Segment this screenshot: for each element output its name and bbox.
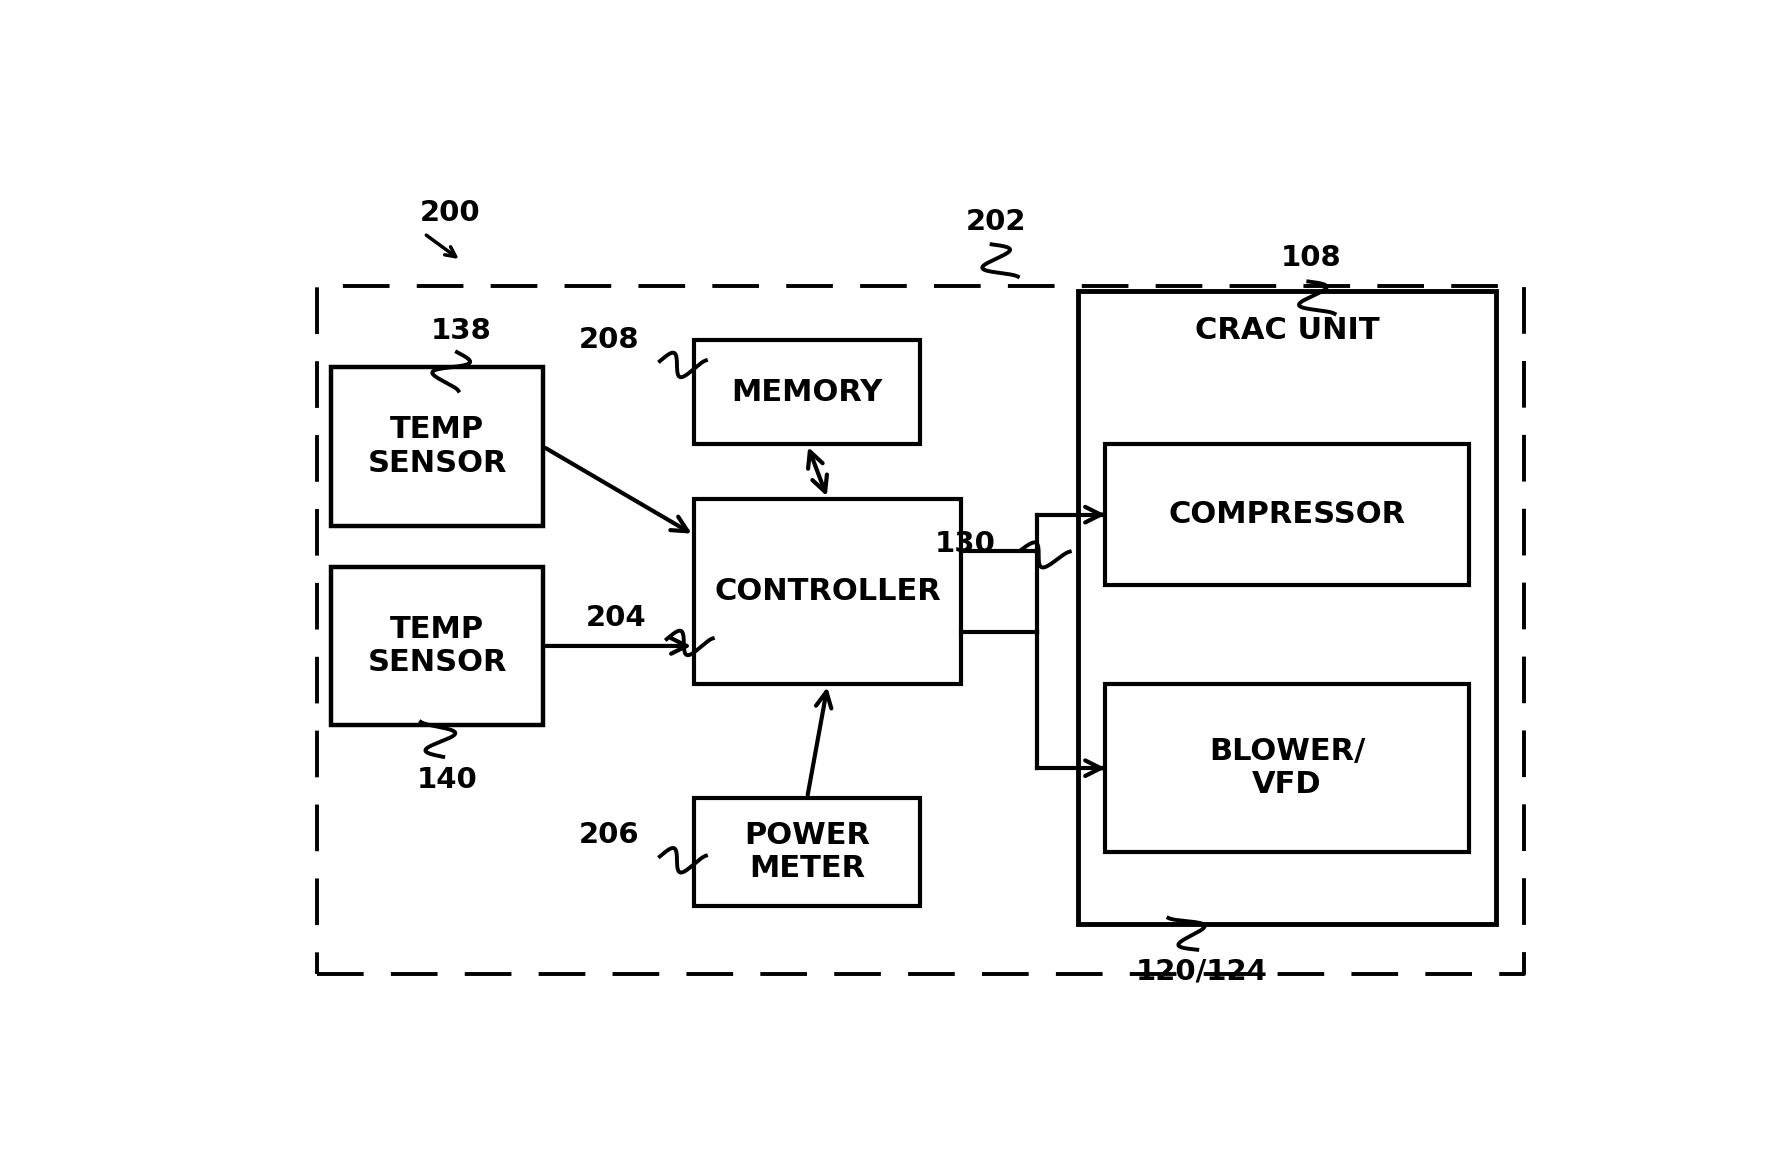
Text: TEMP
SENSOR: TEMP SENSOR (368, 415, 506, 477)
Bar (693, 797, 920, 907)
Text: 120/124: 120/124 (1136, 958, 1267, 985)
Bar (331, 367, 543, 526)
Bar (693, 499, 962, 684)
Bar (331, 567, 543, 726)
Text: POWER
METER: POWER METER (745, 821, 870, 883)
Text: 202: 202 (966, 208, 1026, 236)
Text: 204: 204 (586, 604, 646, 632)
Bar (1106, 684, 1468, 851)
Bar (1106, 445, 1468, 584)
Text: 130: 130 (934, 530, 996, 559)
Text: TEMP
SENSOR: TEMP SENSOR (368, 615, 506, 677)
Bar (693, 340, 920, 445)
Bar (1077, 290, 1497, 924)
Text: 138: 138 (430, 316, 492, 345)
Text: 206: 206 (578, 821, 639, 849)
Text: COMPRESSOR: COMPRESSOR (1169, 500, 1406, 529)
Text: BLOWER/
VFD: BLOWER/ VFD (1208, 737, 1366, 800)
Text: 200: 200 (419, 199, 481, 227)
Text: CRAC UNIT: CRAC UNIT (1194, 316, 1380, 345)
Text: 108: 108 (1281, 245, 1341, 273)
Text: MEMORY: MEMORY (732, 377, 883, 407)
Text: 140: 140 (417, 766, 478, 794)
Text: CONTROLLER: CONTROLLER (715, 577, 941, 606)
Text: 208: 208 (578, 326, 639, 354)
